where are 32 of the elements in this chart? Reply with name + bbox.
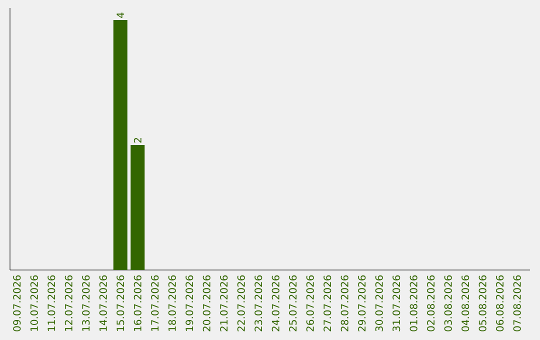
x-tick-label: 11.07.2026 <box>48 275 56 331</box>
x-tick-label: 01.08.2026 <box>410 275 418 332</box>
x-tick-label: 18.07.2026 <box>168 275 176 331</box>
x-tick-label: 19.07.2026 <box>186 275 194 331</box>
x-tick-label: 22.07.2026 <box>237 275 245 332</box>
x-tick-label: 26.07.2026 <box>306 275 314 332</box>
x-tick-label: 17.07.2026 <box>151 275 159 331</box>
data-label: 2 <box>134 138 142 143</box>
x-tick-label: 06.08.2026 <box>496 275 504 332</box>
x-tick-label: 31.07.2026 <box>392 275 400 332</box>
x-tick-label: 09.07.2026 <box>13 275 21 332</box>
x-tick-label: 30.07.2026 <box>375 275 383 332</box>
x-tick-label: 12.07.2026 <box>64 275 72 331</box>
x-tick-label: 05.08.2026 <box>478 275 486 332</box>
x-tick-label: 28.07.2026 <box>340 275 348 332</box>
x-tick-label: 03.08.2026 <box>444 275 452 332</box>
x-tick-label: 21.07.2026 <box>220 275 228 332</box>
x-tick-label: 13.07.2026 <box>82 275 90 331</box>
x-tick-label: 29.07.2026 <box>358 275 366 332</box>
x-tick-label: 20.07.2026 <box>202 275 210 332</box>
x-tick-label: 24.07.2026 <box>272 275 280 332</box>
x-tick-label: 04.08.2026 <box>462 275 470 332</box>
data-label: 4 <box>116 12 124 18</box>
x-tick-label: 15.07.2026 <box>116 275 124 331</box>
x-tick-label: 27.07.2026 <box>324 275 332 332</box>
x-tick-label: 10.07.2026 <box>30 275 38 331</box>
x-tick-label: 07.08.2026 <box>513 275 521 332</box>
x-tick-label: 14.07.2026 <box>99 275 107 331</box>
x-tick-label: 02.08.2026 <box>427 275 435 332</box>
x-tick-label: 16.07.2026 <box>134 275 142 331</box>
x-tick-label: 23.07.2026 <box>254 275 262 332</box>
x-tick-label: 25.07.2026 <box>289 275 297 332</box>
